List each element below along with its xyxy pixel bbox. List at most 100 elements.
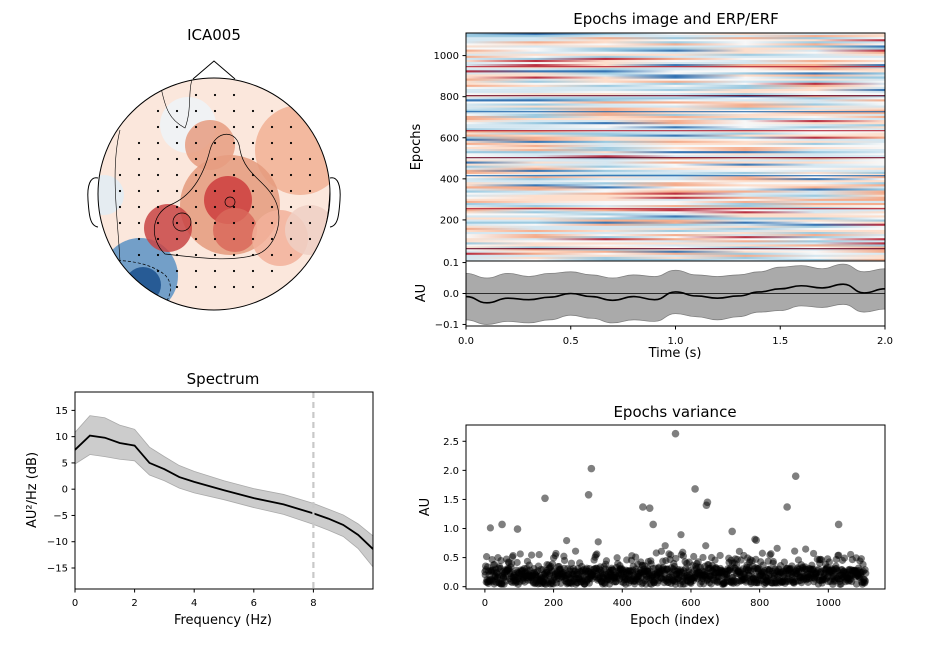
sensor-dot (194, 221, 198, 225)
sensor-dot (137, 221, 141, 225)
sensor-dot (137, 205, 141, 209)
epochs-image: Epochs image and ERP/ERF 200 400 600 800 1000… (409, 10, 886, 262)
sensor-dot (213, 285, 217, 289)
heatmap-title: Epochs image and ERP/ERF (573, 10, 779, 28)
heatmap-row (466, 153, 885, 156)
variance-point (541, 494, 549, 503)
heatmap-row (466, 159, 885, 162)
sensor-dot (232, 141, 236, 145)
heatmap-row (466, 140, 885, 144)
variance-point (699, 553, 707, 562)
heatmap-row (466, 225, 885, 229)
sensor-dot (232, 157, 236, 161)
sensor-dot (270, 221, 274, 225)
erp-xtick-label: 0.5 (563, 336, 579, 347)
variance-point (861, 577, 870, 585)
spectrum-ytick-label: −10 (47, 537, 68, 548)
heatmap-row (466, 80, 885, 84)
variance-point (783, 503, 791, 511)
erp-panel: 0.0 0.5 1.0 1.5 2.0 −0.1 0.0 0.1 Time (s) AU (414, 258, 893, 361)
variance-point (509, 551, 517, 560)
heatmap-row (466, 68, 885, 71)
heatmap-row (466, 103, 885, 106)
heatmap-row (466, 144, 885, 148)
sensor-dot (251, 205, 255, 209)
heatmap-row (466, 74, 885, 77)
sensor-dot (175, 189, 179, 193)
heatmap-ytick-label: 200 (440, 215, 459, 226)
heatmap-row (466, 231, 885, 235)
sensor-dot (232, 237, 236, 241)
variance-point (602, 557, 611, 565)
variance-ytick-label: 0.0 (443, 582, 459, 593)
sensor-dot (118, 189, 122, 193)
heatmap-row (466, 223, 885, 227)
spectrum-xtick-label: 2 (131, 598, 137, 609)
sensor-dot (213, 221, 217, 225)
erp-xlabel: Time (s) (648, 346, 702, 361)
spectrum-xtick-label: 6 (251, 598, 257, 609)
heatmap-row (466, 66, 885, 68)
heatmap-row (466, 155, 885, 158)
sensor-dot (156, 253, 160, 257)
variance-point (639, 503, 647, 511)
sensor-dot (232, 253, 236, 257)
variance-ylabel: AU (418, 498, 433, 516)
heatmap-row (466, 76, 885, 79)
sensor-dot (232, 205, 236, 209)
heatmap-row (466, 113, 885, 117)
sensor-dot (289, 189, 293, 193)
contour-line (224, 196, 236, 208)
sensor-dot (156, 221, 160, 225)
sensor-dot (156, 205, 160, 209)
spectrum-title: Spectrum (187, 370, 260, 388)
sensor-dot (137, 253, 141, 257)
variance-xtick-label: 1000 (816, 598, 841, 609)
nose (192, 60, 236, 80)
variance-point (758, 549, 766, 557)
heatmap-row (466, 147, 885, 150)
heatmap-row (466, 149, 885, 152)
variance-point (759, 561, 767, 569)
spectrum-ytick-label: 15 (55, 406, 68, 417)
sensor-dot (270, 173, 274, 177)
sensor-dot (175, 237, 179, 241)
variance-point (835, 551, 843, 559)
variance-point (498, 520, 506, 529)
heatmap-row (466, 163, 885, 167)
sensor-dot (194, 205, 198, 209)
sensor-dot (213, 109, 217, 113)
spectrum-ytick-label: −15 (47, 563, 68, 574)
sensor-dot (194, 237, 198, 241)
heatmap-row (466, 35, 885, 38)
variance-point (508, 560, 516, 568)
sensor-dot (289, 173, 293, 177)
variance-xlabel: Epoch (index) (630, 613, 720, 628)
sensor-dot (289, 125, 293, 129)
sensor-dot (270, 109, 274, 113)
heatmap-row (466, 37, 885, 40)
heatmap-row (466, 101, 885, 104)
sensor-dot (232, 285, 236, 289)
heatmap-row (466, 192, 885, 196)
sensor-dot (308, 157, 312, 161)
sensor-dot (137, 237, 141, 241)
variance-point (834, 520, 843, 529)
heatmap-row (466, 182, 885, 185)
variance-point (661, 542, 669, 550)
sensor-dot (251, 269, 255, 273)
heatmap-row (466, 161, 885, 164)
heatmap-row (466, 151, 885, 154)
heatmap-row (466, 205, 885, 208)
sensor-dot (270, 237, 274, 241)
sensor-dot (213, 205, 217, 209)
sensor-dot (156, 141, 160, 145)
heatmap-row (466, 126, 885, 129)
heatmap-row (466, 176, 885, 179)
variance-point (677, 531, 685, 539)
variance-xtick-label: 200 (544, 598, 563, 609)
heatmap-row (466, 167, 885, 171)
spectrum-line (74, 434, 374, 550)
contour-line (114, 129, 121, 263)
heatmap-row (466, 99, 885, 102)
